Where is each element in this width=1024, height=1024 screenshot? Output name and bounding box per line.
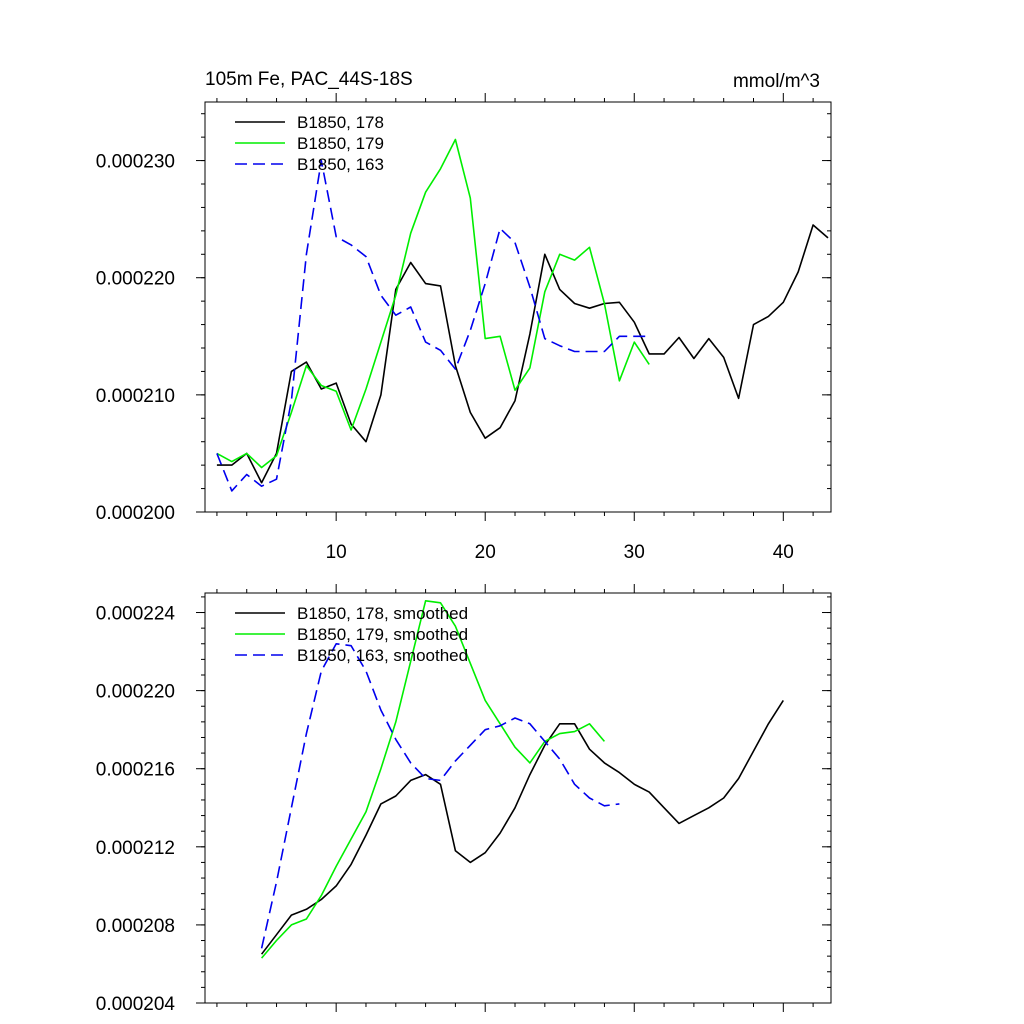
y-tick-label: 0.000230	[96, 152, 175, 173]
y-tick-label: 0.000204	[96, 994, 176, 1015]
x-tick-label: 30	[624, 542, 645, 563]
series-line-2	[216, 138, 650, 469]
legend-label-2: B1850, 179, smoothed	[297, 625, 468, 644]
y-tick-label: 0.000210	[96, 386, 175, 407]
series-line-1	[260, 699, 784, 955]
bottom-series	[260, 599, 784, 959]
bottom-y-tick-labels: 0.000204 0.000208 0.000212 0.000216 0.000220…	[96, 604, 176, 1015]
y-tick-label: 0.000208	[96, 916, 175, 937]
x-tick-label: 10	[326, 542, 347, 563]
top-panel: 0.000200 0.000210 0.000220 0.000230 10 20 30 4…	[96, 69, 832, 563]
top-y-tick-labels: 0.000200 0.000210 0.000220 0.000230	[96, 152, 175, 524]
y-tick-label: 0.000220	[96, 682, 175, 703]
x-tick-label: 20	[475, 542, 496, 563]
series-line-1	[216, 224, 829, 484]
top-ticks	[196, 93, 831, 521]
legend-label-3: B1850, 163, smoothed	[297, 646, 468, 665]
y-tick-label: 0.000224	[96, 604, 176, 625]
top-x-tick-labels: 10 20 30 40	[326, 542, 794, 563]
top-legend: B1850, 178 B1850, 179 B1850, 163	[235, 113, 384, 174]
y-tick-label: 0.000200	[96, 503, 175, 524]
legend-label-3: B1850, 163	[297, 155, 384, 174]
bottom-panel: 0.000204 0.000208 0.000212 0.000216 0.000220…	[96, 584, 832, 1015]
top-series	[216, 138, 829, 492]
y-tick-label: 0.000220	[96, 269, 175, 290]
x-tick-label: 40	[773, 542, 794, 563]
legend-label-1: B1850, 178	[297, 113, 384, 132]
top-title-right: mmol/m^3	[733, 71, 820, 92]
legend-label-1: B1850, 178, smoothed	[297, 604, 468, 623]
series-line-3	[216, 159, 650, 492]
y-tick-label: 0.000212	[96, 838, 175, 859]
top-plot-frame	[204, 101, 832, 513]
bottom-ticks	[196, 584, 831, 1012]
top-title-left: 105m Fe, PAC_44S-18S	[205, 69, 413, 90]
bottom-legend: B1850, 178, smoothed B1850, 179, smoothed…	[235, 604, 468, 665]
series-line-2	[260, 599, 606, 959]
legend-label-2: B1850, 179	[297, 134, 384, 153]
bottom-plot-frame	[204, 592, 832, 1004]
y-tick-label: 0.000216	[96, 760, 175, 781]
